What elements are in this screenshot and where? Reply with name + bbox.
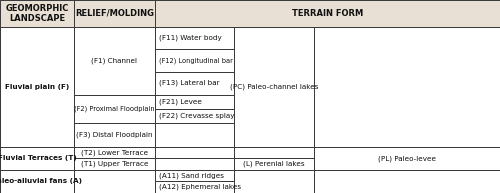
Bar: [74, 123, 155, 147]
Bar: [314, 147, 500, 170]
Bar: [234, 158, 314, 170]
Bar: [155, 158, 234, 170]
Text: (T1) Upper Terrace: (T1) Upper Terrace: [80, 161, 148, 167]
Text: (F3) Distal Floodplain: (F3) Distal Floodplain: [76, 132, 153, 138]
Text: Fluvial Terraces (T): Fluvial Terraces (T): [0, 155, 76, 162]
Bar: [155, 147, 234, 158]
Text: (F21) Levee: (F21) Levee: [159, 98, 202, 105]
Text: (F11) Water body: (F11) Water body: [159, 35, 222, 41]
Text: Fluvial plain (F): Fluvial plain (F): [5, 84, 69, 90]
Text: (F22) Crevasse splay: (F22) Crevasse splay: [159, 113, 234, 119]
Bar: [155, 49, 234, 72]
Text: (PC) Paleo-channel lakes: (PC) Paleo-channel lakes: [230, 84, 318, 90]
Bar: [155, 27, 234, 49]
Bar: [0, 147, 74, 170]
Text: (F2) Proximal Floodplain: (F2) Proximal Floodplain: [74, 105, 155, 112]
Bar: [155, 109, 234, 123]
Text: (F13) Lateral bar: (F13) Lateral bar: [159, 80, 220, 86]
Text: (F12) Longitudinal bar: (F12) Longitudinal bar: [159, 57, 233, 64]
Bar: [74, 95, 155, 123]
Bar: [74, 147, 155, 158]
Bar: [234, 27, 314, 147]
Bar: [155, 123, 234, 147]
Text: (F1) Channel: (F1) Channel: [92, 57, 138, 64]
Text: RELIEF/MOLDING: RELIEF/MOLDING: [75, 9, 154, 18]
Bar: [155, 72, 234, 95]
Bar: [0, 170, 74, 193]
Bar: [155, 0, 500, 27]
Bar: [314, 170, 500, 193]
Bar: [155, 181, 234, 193]
Text: (A11) Sand ridges: (A11) Sand ridges: [159, 172, 224, 179]
Text: (T2) Lower Terrace: (T2) Lower Terrace: [81, 150, 148, 156]
Bar: [234, 170, 314, 193]
Bar: [0, 0, 74, 27]
Text: GEOMORPHIC
LANDSCAPE: GEOMORPHIC LANDSCAPE: [6, 4, 68, 23]
Bar: [155, 95, 234, 109]
Bar: [74, 0, 155, 27]
Bar: [74, 27, 155, 95]
Bar: [74, 158, 155, 170]
Text: TERRAIN FORM: TERRAIN FORM: [292, 9, 363, 18]
Text: (PL) Paleo-levee: (PL) Paleo-levee: [378, 155, 436, 162]
Bar: [155, 170, 234, 181]
Text: (A12) Ephemeral lakes: (A12) Ephemeral lakes: [159, 184, 241, 190]
Text: Paleo-alluvial fans (A): Paleo-alluvial fans (A): [0, 178, 82, 185]
Bar: [314, 27, 500, 147]
Bar: [0, 27, 74, 147]
Bar: [234, 147, 314, 158]
Text: (L) Perenial lakes: (L) Perenial lakes: [243, 161, 305, 167]
Bar: [74, 170, 155, 193]
